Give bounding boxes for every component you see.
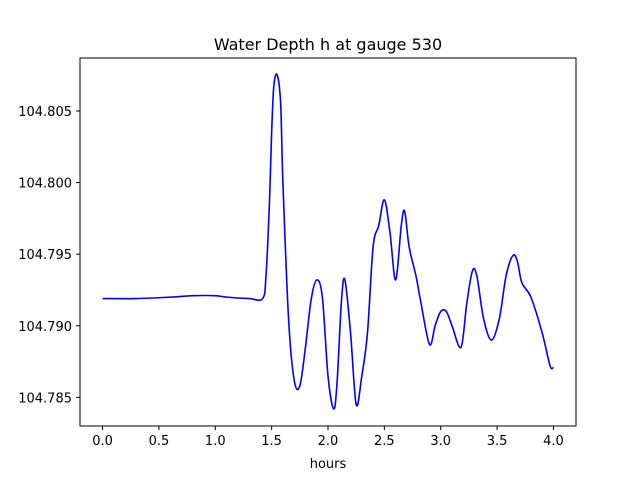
x-tick-label: 0.0 [92,434,113,449]
y-tick-label: 104.805 [18,105,72,120]
y-tick-label: 104.795 [18,248,72,263]
plot-area [102,73,555,410]
x-tick-label: 1.0 [205,434,226,449]
x-axis-label: hours [310,457,347,472]
y-tick-label: 104.800 [18,177,72,192]
x-tick-label: 0.5 [149,434,170,449]
x-tick-label: 2.0 [318,434,339,449]
y-tick-label: 104.785 [18,391,72,406]
chart-title: Water Depth h at gauge 530 [214,35,442,54]
x-tick-label: 4.0 [543,434,564,449]
series-line-0 [102,73,555,410]
y-tick-label: 104.790 [18,320,72,335]
x-tick-label: 1.5 [261,434,282,449]
axes: 0.0 0.5 1.0 1.5 2.0 2.5 3.0 3.5 4.0 104.785 104.79… [18,57,577,449]
x-tick-label: 3.5 [487,434,508,449]
x-tick-label: 3.0 [430,434,451,449]
x-tick-label: 2.5 [374,434,395,449]
